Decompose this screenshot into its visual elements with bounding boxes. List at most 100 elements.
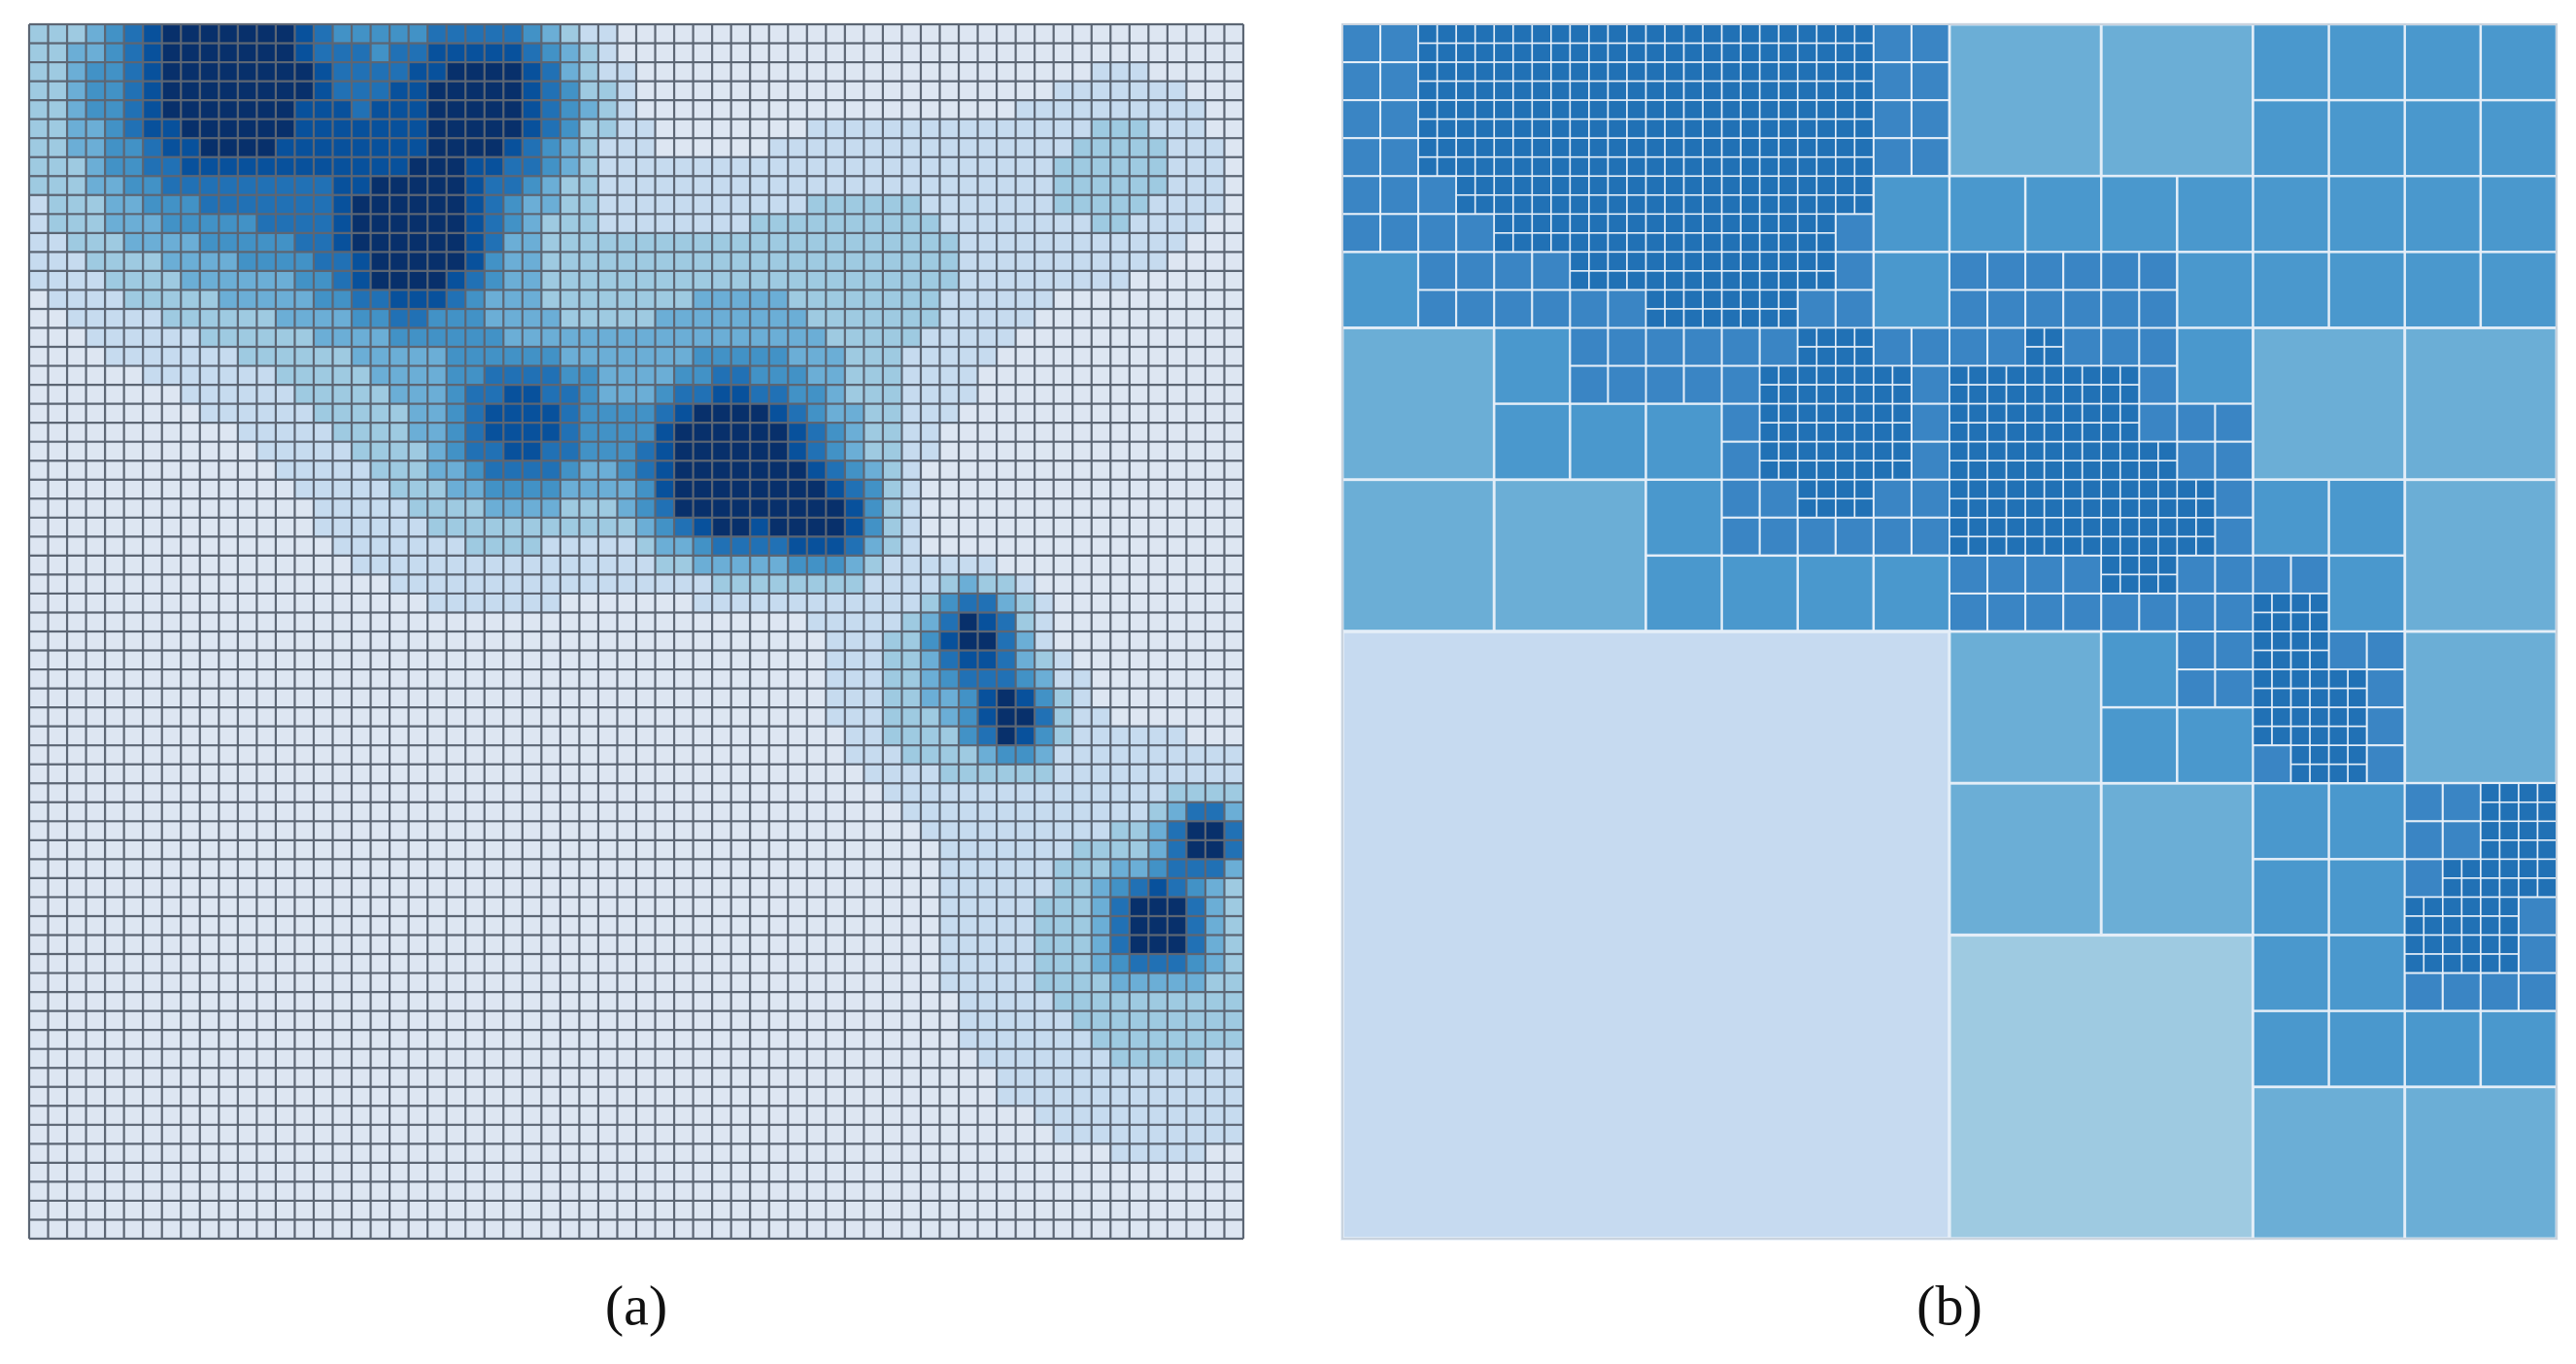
grid-cell [636, 517, 656, 537]
grid-cell [826, 214, 845, 233]
grid-cell [332, 441, 353, 461]
grid-cell [105, 43, 124, 63]
grid-cell [730, 365, 751, 386]
grid-cell [390, 270, 409, 290]
grid-cell [503, 385, 523, 404]
grid-cell [788, 536, 807, 556]
grid-cell [85, 138, 106, 157]
quadtree-cell [2536, 858, 2558, 879]
quadtree-cell [1511, 137, 1534, 158]
quadtree-cell [2100, 535, 2121, 557]
grid-cell [370, 423, 390, 442]
quadtree-cell [1815, 270, 1837, 291]
grid-cell [939, 593, 960, 613]
grid-cell [806, 555, 827, 575]
grid-cell [1167, 972, 1187, 993]
grid-cell [597, 194, 618, 215]
grid-cell [806, 119, 827, 139]
grid-cell [48, 214, 68, 233]
quadtree-cell [1664, 80, 1685, 101]
grid-cell [1034, 100, 1054, 119]
grid-cell [1034, 612, 1054, 631]
grid-cell [655, 460, 675, 480]
quadtree-cell [1455, 42, 1476, 63]
grid-cell [939, 783, 960, 802]
grid-cell [579, 232, 598, 253]
grid-cell [237, 365, 257, 386]
grid-cell [1053, 897, 1073, 916]
quadtree-cell [1607, 326, 1647, 367]
quadtree-cell [1949, 535, 1970, 557]
quadtree-cell [1740, 137, 1761, 158]
grid-cell [939, 877, 960, 898]
grid-cell [352, 536, 371, 556]
grid-cell [1204, 1010, 1225, 1031]
quadtree-cell [2309, 706, 2330, 728]
quadtree-cell [1550, 23, 1572, 45]
grid-cell [712, 327, 731, 348]
grid-cell [617, 81, 636, 101]
grid-cell [85, 119, 106, 139]
quadtree-cell [1815, 118, 1837, 139]
grid-cell [844, 156, 864, 177]
grid-cell [997, 801, 1016, 822]
grid-cell [1091, 745, 1111, 765]
grid-cell [446, 479, 466, 499]
grid-cell [901, 688, 921, 708]
grid-cell [1110, 81, 1130, 101]
grid-cell [313, 347, 333, 366]
grid-cell [597, 460, 618, 480]
quadtree-cell [2536, 782, 2558, 803]
quadtree-cell [2252, 858, 2330, 937]
quadtree-cell [1720, 440, 1761, 481]
grid-cell [730, 327, 751, 348]
quadtree-cell [1644, 80, 1666, 101]
grid-cell [123, 119, 144, 139]
quadtree-cell [1758, 422, 1780, 443]
grid-cell [882, 327, 902, 348]
quadtree-cell [1872, 478, 1913, 519]
grid-cell [1072, 783, 1092, 802]
grid-cell [332, 138, 353, 157]
grid-cell [503, 176, 523, 195]
grid-cell [1129, 935, 1149, 955]
quadtree-cell [2252, 782, 2330, 861]
grid-cell [901, 745, 921, 765]
grid-cell [275, 365, 295, 386]
grid-cell [1034, 783, 1054, 802]
grid-cell [826, 194, 845, 215]
grid-cell [48, 43, 68, 63]
grid-cell [559, 252, 580, 271]
grid-cell [390, 308, 409, 328]
quadtree-cell [2195, 497, 2217, 519]
quadtree-cell [1720, 251, 1742, 272]
quadtree-cell [2005, 384, 2026, 405]
grid-cell [844, 707, 864, 727]
grid-cell [427, 517, 447, 537]
grid-cell [408, 81, 428, 101]
grid-cell [1053, 156, 1073, 177]
quadtree-cell [2252, 326, 2407, 482]
grid-cell [977, 612, 998, 631]
quadtree-cell [1740, 80, 1761, 101]
grid-cell [977, 156, 998, 177]
grid-cell [636, 498, 656, 518]
grid-cell [768, 138, 789, 157]
grid-cell [1186, 214, 1205, 233]
grid-cell [579, 460, 598, 480]
grid-cell [559, 24, 580, 44]
grid-cell [503, 308, 523, 328]
grid-cell [332, 498, 353, 518]
grid-cell [1053, 783, 1073, 802]
quadtree-cell [2498, 896, 2520, 917]
quadtree-cell [1949, 554, 1989, 595]
grid-cell [48, 100, 68, 119]
grid-cell [1129, 972, 1149, 993]
grid-cell [959, 821, 978, 840]
grid-cell [85, 62, 106, 82]
grid-cell [920, 745, 940, 765]
grid-cell [636, 536, 656, 556]
grid-cell [503, 156, 523, 177]
quadtree-cell [1853, 61, 1875, 83]
grid-cell [237, 214, 257, 233]
